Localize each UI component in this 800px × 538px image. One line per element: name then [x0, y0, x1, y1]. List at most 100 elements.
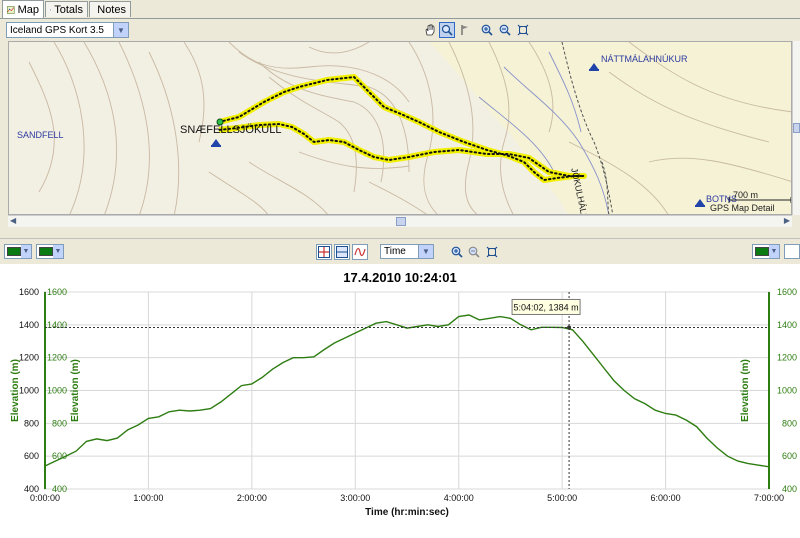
y-tick-label-left: 600	[52, 451, 67, 461]
chart-toolbar: ▼ ▼ Time ▼ ▼	[0, 238, 800, 265]
y-tick-label-right: 800	[782, 418, 797, 428]
x-tick-label: 6:00:00	[651, 493, 681, 503]
x-tick-label: 5:00:00	[547, 493, 577, 503]
y-axis-title-outer: Elevation (m)	[10, 359, 21, 422]
y-tick-label-left: 1000	[47, 386, 67, 396]
zoom-select-icon[interactable]	[439, 22, 455, 38]
y-tick-label-left-outer: 1600	[19, 287, 39, 297]
graph-curve-icon[interactable]	[352, 244, 368, 260]
zoom-in-icon[interactable]	[479, 22, 495, 38]
label-botns: BOTNS	[706, 194, 738, 204]
tab-notes[interactable]: Notes	[89, 1, 131, 17]
chevron-left-icon[interactable]: ◀	[10, 216, 17, 225]
peak-icon	[695, 199, 705, 207]
zoom-fit-icon[interactable]	[515, 22, 531, 38]
chart-title: 17.4.2010 10:24:01	[343, 270, 456, 285]
tab-label: Map	[17, 3, 39, 16]
chevron-right-icon[interactable]: ▶	[783, 216, 790, 225]
x-axis-title: Time (hr:min:sec)	[365, 507, 449, 518]
scrollbar-thumb[interactable]	[793, 123, 800, 133]
pane-splitter[interactable]	[0, 227, 800, 238]
chevron-down-icon: ▼	[769, 245, 779, 258]
split-view-icon[interactable]	[334, 244, 350, 260]
map-horizontal-scrollbar[interactable]: ◀ ▶	[8, 215, 792, 227]
y-tick-label-right: 1200	[777, 353, 797, 363]
peak-icon	[211, 139, 221, 147]
y-tick-label-left-outer: 1000	[19, 386, 39, 396]
gps-track	[218, 74, 587, 183]
label-sandfell: SANDFELL	[17, 130, 64, 140]
left-color-picker[interactable]: ▼	[4, 244, 32, 259]
zoom-in-icon[interactable]	[449, 244, 465, 260]
y-axis-title-right: Elevation (m)	[740, 359, 751, 422]
cursor-point	[567, 325, 572, 330]
label-nattmalahnukur: NÁTTMÁLAHNÚKUR	[601, 54, 688, 64]
cursor-tooltip-label: 5:04:02, 1384 m	[514, 302, 579, 312]
color-swatch	[7, 247, 21, 256]
tab-label: Totals	[54, 3, 83, 16]
x-tick-label: 3:00:00	[340, 493, 370, 503]
y-tick-label-right: 1400	[777, 320, 797, 330]
color-swatch	[755, 247, 769, 256]
chevron-down-icon: ▼	[53, 245, 63, 258]
label-snaefellsjokull: SNÆFELLSJÖKULL	[180, 124, 282, 136]
y-tick-label-right: 1000	[777, 386, 797, 396]
right-color-picker[interactable]	[784, 244, 800, 259]
y-tick-label-left: 1200	[47, 353, 67, 363]
y-tick-label-right: 400	[782, 484, 797, 494]
x-tick-label: 7:00:00	[754, 493, 784, 503]
y-tick-label-left-outer: 1400	[19, 320, 39, 330]
map-product-value: Iceland GPS Kort 3.5	[10, 24, 104, 36]
elevation-chart[interactable]: 0:00:00 1:00:00 2:00:00 3:00:00 4:00:00 5:00:…	[0, 264, 800, 538]
y-tick-label-right: 600	[782, 451, 797, 461]
x-tick-label: 4:00:00	[444, 493, 474, 503]
x-axis-select[interactable]: Time ▼	[380, 244, 434, 259]
track-start-marker	[216, 118, 224, 126]
y-tick-label-right: 1600	[777, 287, 797, 297]
flag-icon[interactable]	[457, 22, 473, 38]
tab-label: Notes	[97, 3, 126, 16]
map-vertical-scrollbar[interactable]	[792, 41, 800, 215]
map-view[interactable]: SANDFELL SNÆFELLSJÖKULL NÁTTMÁLAHNÚKUR B…	[8, 41, 792, 215]
y-tick-label-left-outer: 600	[24, 451, 39, 461]
zoom-out-icon[interactable]	[466, 244, 482, 260]
chart-canvas: 0:00:00 1:00:00 2:00:00 3:00:00 4:00:00 5:00:…	[10, 270, 797, 518]
scrollbar-thumb[interactable]	[396, 217, 406, 226]
table-icon	[50, 8, 52, 11]
map-product-select[interactable]: Iceland GPS Kort 3.5 ▼	[6, 22, 129, 38]
y-tick-label-left: 1400	[47, 320, 67, 330]
y-tick-label-left: 400	[52, 484, 67, 494]
tab-map[interactable]: Map	[2, 0, 44, 18]
y-tick-label-left-outer: 1200	[19, 353, 39, 363]
view-tabs: Map Totals Notes	[0, 0, 800, 19]
left-axis-color-picker[interactable]: ▼	[36, 244, 64, 259]
x-tick-label: 2:00:00	[237, 493, 267, 503]
cursor-tooltip	[511, 298, 581, 315]
y-tick-label-left: 800	[52, 418, 67, 428]
zoom-fit-icon[interactable]	[484, 244, 500, 260]
x-axis-value: Time	[384, 246, 406, 257]
map-credit: GPS Map Detail	[710, 203, 775, 213]
color-swatch	[39, 247, 53, 256]
map-icon	[7, 5, 15, 14]
map-canvas	[28, 42, 791, 214]
zoom-out-icon[interactable]	[497, 22, 513, 38]
y-tick-label-left: 1600	[47, 287, 67, 297]
peak-icon	[589, 63, 599, 71]
right-axis-color-picker[interactable]: ▼	[752, 244, 780, 259]
scale-label: 700 m	[733, 190, 759, 200]
hand-icon[interactable]	[422, 22, 438, 38]
scale-bar	[728, 197, 791, 203]
tab-totals[interactable]: Totals	[45, 1, 88, 17]
x-tick-label: 0:00:00	[30, 493, 60, 503]
y-tick-label-left-outer: 400	[24, 484, 39, 494]
chevron-down-icon[interactable]: ▼	[113, 23, 128, 37]
map-toolbar: Iceland GPS Kort 3.5 ▼	[0, 19, 800, 41]
y-axis-title-left: Elevation (m)	[70, 359, 81, 422]
elevation-line	[44, 314, 770, 468]
chevron-down-icon: ▼	[21, 245, 31, 258]
chevron-down-icon[interactable]: ▼	[418, 245, 433, 258]
grid-toggle-icon[interactable]	[316, 244, 332, 260]
x-tick-label: 1:00:00	[133, 493, 163, 503]
y-tick-label-left-outer: 800	[24, 418, 39, 428]
